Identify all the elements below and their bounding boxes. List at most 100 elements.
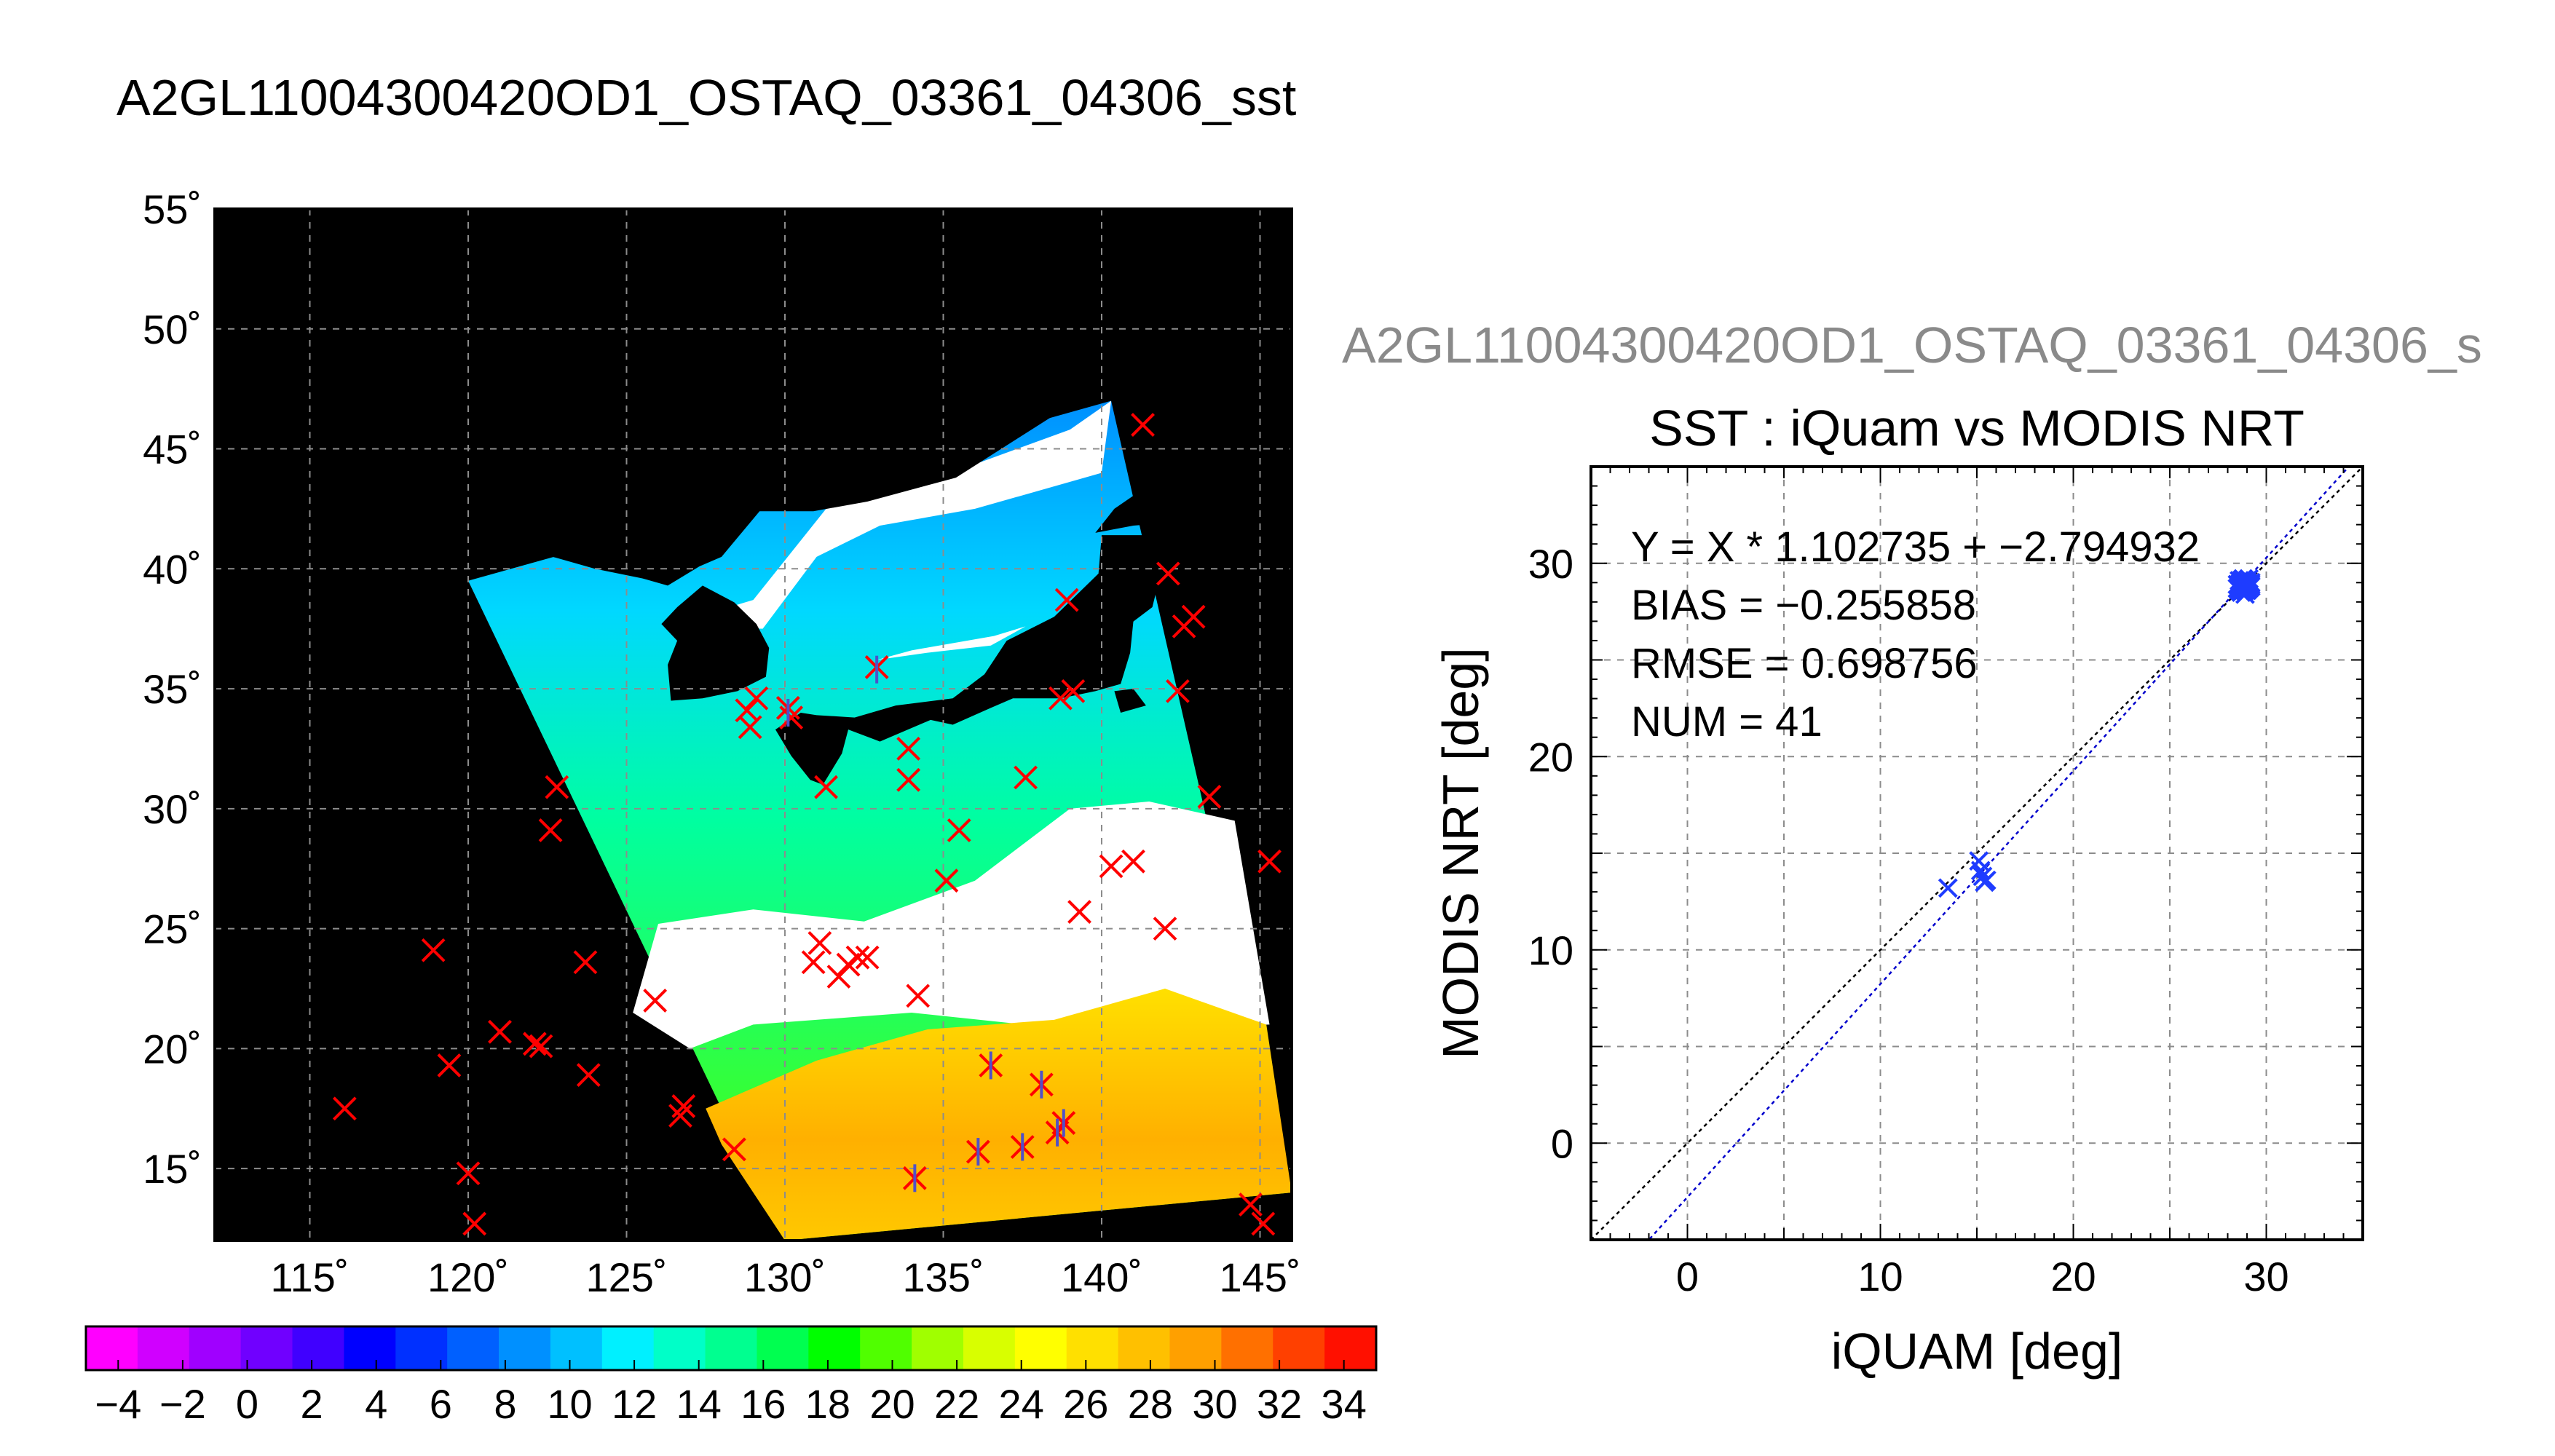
colorbar-tick-label: 20	[869, 1381, 915, 1427]
colorbar-swatch	[1118, 1326, 1171, 1370]
colorbar-swatch	[705, 1326, 758, 1370]
colorbar-frame	[84, 1325, 1378, 1372]
colorbar-tick-label: −4	[95, 1381, 141, 1427]
colorbar: −4 −2 0 2 4 6 8 10 12 14 16 18 20 22 24 26 28 30 32 34	[84, 1325, 1378, 1427]
insitu-marker	[462, 1211, 487, 1236]
insitu-marker	[643, 989, 668, 1013]
colorbar-swatch	[1014, 1326, 1067, 1370]
insitu-marker	[545, 775, 569, 799]
map-frame	[213, 207, 1293, 1242]
scatter-points	[1938, 569, 2261, 898]
insitu-marker	[1067, 900, 1091, 924]
scatter-xtick-label: 10	[1857, 1254, 1903, 1299]
map-title: A2GL11004300420OD1_OSTAQ_03361_04306_sst	[117, 69, 1296, 126]
insitu-marker	[1197, 784, 1222, 809]
scatter-ytick-label: 10	[1528, 927, 1573, 973]
swath-detail	[474, 209, 1292, 1241]
colorbar-swatch	[550, 1326, 603, 1370]
map-lon-tick-label: 115˚	[271, 1254, 350, 1300]
insitu-marker	[1049, 686, 1073, 711]
insitu-marker	[1181, 604, 1206, 629]
insitu-marker	[906, 984, 931, 1008]
insitu-marker	[1121, 849, 1145, 874]
insitu-marker	[1257, 849, 1282, 874]
scatter-annotation: BIAS = −0.255858	[1631, 582, 1976, 629]
colorbar-tick-label: 14	[676, 1381, 722, 1427]
insitu-marker	[807, 930, 832, 955]
insitu-marker	[779, 705, 804, 730]
colorbar-tick-label: 30	[1192, 1381, 1237, 1427]
insitu-marker	[735, 698, 759, 723]
insitu-marker	[1251, 1211, 1276, 1236]
map-lon-tick-label: 125˚	[585, 1254, 667, 1300]
scatter-xtick-label: 0	[1676, 1254, 1699, 1299]
insitu-marker	[896, 737, 921, 761]
map-lon-tick-label: 140˚	[1061, 1254, 1142, 1300]
insitu-marker	[836, 952, 861, 977]
cloud-patch	[877, 626, 1026, 660]
insitu-marker	[934, 869, 959, 893]
map-lat-tick-label: 20˚	[143, 1026, 202, 1072]
map-lat-tick-label: 35˚	[143, 666, 202, 712]
scatter-ytick-label: 20	[1528, 734, 1573, 780]
colorbar-swatch	[1169, 1326, 1222, 1370]
scatter-point	[2235, 574, 2255, 595]
insitu-marker	[1054, 587, 1079, 612]
regression-line	[1647, 467, 2350, 1240]
sst-map: 115˚ 120˚ 125˚ 130˚ 135˚ 140˚ 145˚ 15˚ 20˚ 25˚ 30˚…	[143, 186, 1300, 1300]
insitu-marker	[456, 1161, 481, 1186]
colorbar-tick-label: 32	[1257, 1381, 1302, 1427]
insitu-marker	[1153, 917, 1177, 941]
scatter-xtick-label: 20	[2050, 1254, 2096, 1299]
insitu-marker	[1014, 765, 1038, 790]
scatter-annotation: NUM = 41	[1631, 698, 1823, 745]
colorbar-swatch	[808, 1326, 861, 1370]
colorbar-tick-label: 8	[494, 1381, 516, 1427]
map-grid	[215, 209, 1292, 1241]
colorbar-tick-label: 18	[805, 1381, 850, 1427]
map-lon-tick-label: 130˚	[744, 1254, 826, 1300]
map-lon-tick-label: 135˚	[902, 1254, 984, 1300]
hokkaido	[1095, 439, 1292, 533]
colorbar-swatch	[1221, 1326, 1273, 1370]
colorbar-tick-label: 0	[236, 1381, 258, 1427]
scatter-ticks: 0 10 20 30 0 10 20 30	[1528, 466, 2364, 1299]
colorbar-tick-label: 16	[741, 1381, 786, 1427]
scatter-header: A2GL11004300420OD1_OSTAQ_03361_04306_s	[1342, 317, 2482, 373]
map-lat-tick-label: 30˚	[143, 786, 202, 832]
insitu-marker	[671, 1094, 696, 1118]
colorbar-swatch	[601, 1326, 655, 1370]
map-lat-tick-label: 45˚	[143, 427, 202, 472]
korea	[661, 585, 770, 701]
insitu-marker	[896, 767, 921, 792]
map-lat-tick-label: 25˚	[143, 906, 202, 952]
map-lon-tick-label: 145˚	[1219, 1254, 1300, 1300]
insitu-marker	[1239, 1192, 1263, 1216]
insitu-marker	[573, 950, 598, 975]
insitu-marker	[722, 1137, 746, 1162]
insitu-marker	[855, 945, 880, 970]
insitu-marker	[1165, 678, 1190, 703]
insitu-marker	[1061, 678, 1086, 703]
colorbar-swatch	[447, 1326, 499, 1370]
scatter-point	[1976, 870, 1997, 890]
colorbar-swatch	[1066, 1326, 1119, 1370]
colorbar-swatch	[1273, 1326, 1325, 1370]
colorbar-swatch	[292, 1326, 344, 1370]
insitu-marker	[576, 1063, 601, 1088]
colorbar-swatch	[499, 1326, 551, 1370]
colorbar-swatch	[963, 1326, 1016, 1370]
map-tick-labels: 115˚ 120˚ 125˚ 130˚ 135˚ 140˚ 145˚ 15˚ 20˚ 25˚ 30˚…	[143, 186, 1300, 1300]
colorbar-swatch	[1324, 1326, 1377, 1370]
insitu-marker	[332, 1096, 357, 1121]
colorbar-swatch	[757, 1326, 809, 1370]
scatter-plot: 0 10 20 30 0 10 20 30 Y = X * 1.102735 + −2.794…	[1432, 465, 2364, 1380]
cloud-band	[633, 801, 1270, 1049]
map-lat-tick-label: 15˚	[143, 1146, 202, 1192]
insitu-marker	[845, 945, 870, 970]
insitu-marker	[814, 775, 838, 799]
map-lat-tick-label: 40˚	[143, 546, 202, 592]
scatter-annotation: Y = X * 1.102735 + −2.794932	[1631, 523, 2200, 571]
northern-cloud	[664, 400, 1112, 629]
map-markers	[332, 413, 1282, 1236]
